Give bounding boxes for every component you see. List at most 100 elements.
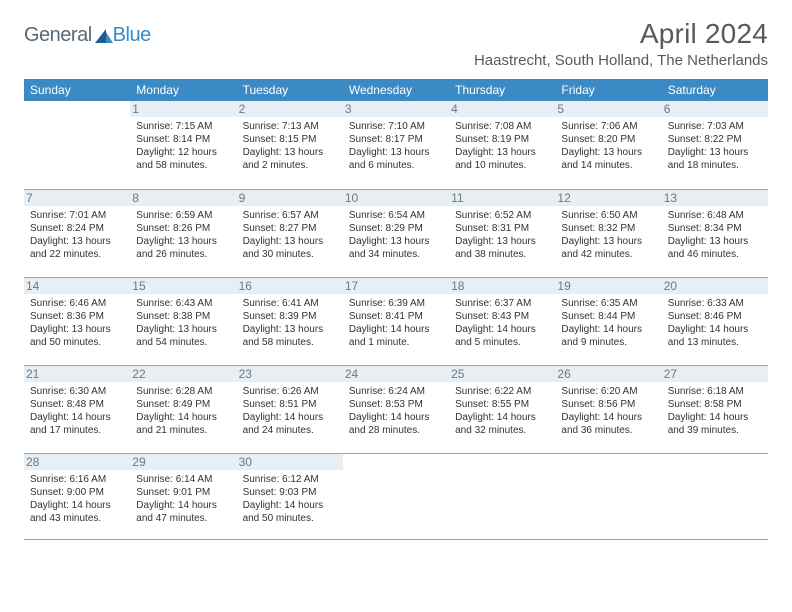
day-sunrise: Sunrise: 6:57 AM bbox=[243, 209, 337, 222]
day-number: 10 bbox=[343, 190, 449, 206]
day-sunset: Sunset: 8:48 PM bbox=[30, 398, 124, 411]
calendar-day-cell: 11 Sunrise: 6:52 AMSunset: 8:31 PMDayligh… bbox=[449, 189, 555, 277]
day-daylight: Daylight: 13 hours and 34 minutes. bbox=[349, 235, 443, 261]
day-daylight: Daylight: 13 hours and 58 minutes. bbox=[243, 323, 337, 349]
day-number: 8 bbox=[130, 190, 236, 206]
day-sunrise: Sunrise: 6:37 AM bbox=[455, 297, 549, 310]
day-sunset: Sunset: 8:46 PM bbox=[668, 310, 762, 323]
day-daylight: Daylight: 13 hours and 46 minutes. bbox=[668, 235, 762, 261]
day-daylight: Daylight: 13 hours and 2 minutes. bbox=[243, 146, 337, 172]
day-details: Sunrise: 6:12 AMSunset: 9:03 PMDaylight:… bbox=[243, 473, 337, 525]
day-sunrise: Sunrise: 6:28 AM bbox=[136, 385, 230, 398]
calendar-day-cell: 23Sunrise: 6:26 AMSunset: 8:51 PMDayligh… bbox=[237, 365, 343, 453]
day-daylight: Daylight: 13 hours and 26 minutes. bbox=[136, 235, 230, 261]
day-details: Sunrise: 6:33 AMSunset: 8:46 PMDaylight:… bbox=[668, 297, 762, 349]
day-sunset: Sunset: 8:34 PM bbox=[668, 222, 762, 235]
calendar-day-cell: 1Sunrise: 7:15 AMSunset: 8:14 PMDaylight… bbox=[130, 101, 236, 189]
day-details: Sunrise: 6:41 AMSunset: 8:39 PMDaylight:… bbox=[243, 297, 337, 349]
day-number: 7 bbox=[24, 190, 130, 206]
calendar-day-cell bbox=[24, 101, 130, 189]
weekday-header: Sunday bbox=[24, 79, 130, 101]
day-number: 19 bbox=[555, 278, 661, 294]
calendar-day-cell bbox=[662, 453, 768, 539]
day-daylight: Daylight: 14 hours and 36 minutes. bbox=[561, 411, 655, 437]
day-daylight: Daylight: 14 hours and 1 minute. bbox=[349, 323, 443, 349]
day-daylight: Daylight: 13 hours and 6 minutes. bbox=[349, 146, 443, 172]
day-sunrise: Sunrise: 7:13 AM bbox=[243, 120, 337, 133]
calendar-week-row: 7Sunrise: 7:01 AMSunset: 8:24 PMDaylight… bbox=[24, 189, 768, 277]
day-details: Sunrise: 6:35 AMSunset: 8:44 PMDaylight:… bbox=[561, 297, 655, 349]
day-sunrise: Sunrise: 6:14 AM bbox=[136, 473, 230, 486]
calendar-day-cell: 27 Sunrise: 6:18 AMSunset: 8:58 PMDayligh… bbox=[662, 365, 768, 453]
weekday-header: Friday bbox=[555, 79, 661, 101]
day-sunset: Sunset: 8:55 PM bbox=[455, 398, 549, 411]
day-number: 17 bbox=[343, 278, 449, 294]
calendar-day-cell: 24Sunrise: 6:24 AMSunset: 8:53 PMDayligh… bbox=[343, 365, 449, 453]
day-sunset: Sunset: 8:17 PM bbox=[349, 133, 443, 146]
day-number: 25 bbox=[449, 366, 555, 382]
calendar-week-row: 21Sunrise: 6:30 AMSunset: 8:48 PMDayligh… bbox=[24, 365, 768, 453]
day-details: Sunrise: 6:52 AMSunset: 8:31 PMDaylight:… bbox=[455, 209, 549, 261]
day-sunrise: Sunrise: 7:03 AM bbox=[668, 120, 762, 133]
day-sunset: Sunset: 8:53 PM bbox=[349, 398, 443, 411]
day-details: Sunrise: 6:48 AMSunset: 8:34 PMDaylight:… bbox=[668, 209, 762, 261]
calendar-day-cell: 14Sunrise: 6:46 AMSunset: 8:36 PMDayligh… bbox=[24, 277, 130, 365]
day-sunset: Sunset: 9:03 PM bbox=[243, 486, 337, 499]
weekday-header: Thursday bbox=[449, 79, 555, 101]
day-number: 27 bbox=[662, 366, 768, 382]
day-sunset: Sunset: 8:49 PM bbox=[136, 398, 230, 411]
day-details: Sunrise: 6:20 AMSunset: 8:56 PMDaylight:… bbox=[561, 385, 655, 437]
day-sunset: Sunset: 8:56 PM bbox=[561, 398, 655, 411]
day-sunrise: Sunrise: 6:54 AM bbox=[349, 209, 443, 222]
day-details: Sunrise: 6:14 AMSunset: 9:01 PMDaylight:… bbox=[136, 473, 230, 525]
day-number: 16 bbox=[237, 278, 343, 294]
day-details: Sunrise: 6:57 AMSunset: 8:27 PMDaylight:… bbox=[243, 209, 337, 261]
day-sunrise: Sunrise: 6:50 AM bbox=[561, 209, 655, 222]
day-daylight: Daylight: 13 hours and 18 minutes. bbox=[668, 146, 762, 172]
calendar-day-cell: 9 Sunrise: 6:57 AMSunset: 8:27 PMDaylight… bbox=[237, 189, 343, 277]
calendar-day-cell: 13 Sunrise: 6:48 AMSunset: 8:34 PMDayligh… bbox=[662, 189, 768, 277]
day-number: 11 bbox=[449, 190, 555, 206]
day-details: Sunrise: 6:24 AMSunset: 8:53 PMDaylight:… bbox=[349, 385, 443, 437]
day-number: 20 bbox=[662, 278, 768, 294]
day-sunset: Sunset: 8:58 PM bbox=[668, 398, 762, 411]
day-daylight: Daylight: 13 hours and 42 minutes. bbox=[561, 235, 655, 261]
day-details: Sunrise: 7:03 AMSunset: 8:22 PMDaylight:… bbox=[668, 120, 762, 172]
day-details: Sunrise: 6:43 AMSunset: 8:38 PMDaylight:… bbox=[136, 297, 230, 349]
weekday-header: Saturday bbox=[662, 79, 768, 101]
location-text: Haastrecht, South Holland, The Netherlan… bbox=[474, 52, 768, 69]
calendar-day-cell: 19 Sunrise: 6:35 AMSunset: 8:44 PMDayligh… bbox=[555, 277, 661, 365]
day-sunset: Sunset: 8:41 PM bbox=[349, 310, 443, 323]
day-daylight: Daylight: 14 hours and 32 minutes. bbox=[455, 411, 549, 437]
day-daylight: Daylight: 12 hours and 58 minutes. bbox=[136, 146, 230, 172]
calendar-day-cell: 2 Sunrise: 7:13 AMSunset: 8:15 PMDaylight… bbox=[237, 101, 343, 189]
day-details: Sunrise: 7:08 AMSunset: 8:19 PMDaylight:… bbox=[455, 120, 549, 172]
day-sunrise: Sunrise: 6:24 AM bbox=[349, 385, 443, 398]
day-sunset: Sunset: 8:32 PM bbox=[561, 222, 655, 235]
calendar-week-row: 28Sunrise: 6:16 AMSunset: 9:00 PMDayligh… bbox=[24, 453, 768, 539]
day-sunrise: Sunrise: 7:15 AM bbox=[136, 120, 230, 133]
day-sunset: Sunset: 8:20 PM bbox=[561, 133, 655, 146]
calendar-table: Sunday Monday Tuesday Wednesday Thursday… bbox=[24, 79, 768, 540]
day-number: 9 bbox=[237, 190, 343, 206]
calendar-day-cell: 4Sunrise: 7:08 AMSunset: 8:19 PMDaylight… bbox=[449, 101, 555, 189]
day-details: Sunrise: 6:18 AMSunset: 8:58 PMDaylight:… bbox=[668, 385, 762, 437]
day-sunset: Sunset: 8:19 PM bbox=[455, 133, 549, 146]
day-details: Sunrise: 6:37 AMSunset: 8:43 PMDaylight:… bbox=[455, 297, 549, 349]
day-sunset: Sunset: 8:43 PM bbox=[455, 310, 549, 323]
day-number: 2 bbox=[237, 101, 343, 117]
day-details: Sunrise: 6:30 AMSunset: 8:48 PMDaylight:… bbox=[30, 385, 124, 437]
day-sunset: Sunset: 8:14 PM bbox=[136, 133, 230, 146]
weekday-header: Monday bbox=[130, 79, 236, 101]
logo-sail-icon bbox=[95, 29, 113, 43]
day-sunset: Sunset: 8:15 PM bbox=[243, 133, 337, 146]
day-daylight: Daylight: 14 hours and 47 minutes. bbox=[136, 499, 230, 525]
day-sunrise: Sunrise: 6:33 AM bbox=[668, 297, 762, 310]
calendar-week-row: 1Sunrise: 7:15 AMSunset: 8:14 PMDaylight… bbox=[24, 101, 768, 189]
day-sunrise: Sunrise: 7:01 AM bbox=[30, 209, 124, 222]
day-number: 13 bbox=[662, 190, 768, 206]
day-sunrise: Sunrise: 6:35 AM bbox=[561, 297, 655, 310]
weekday-header: Tuesday bbox=[237, 79, 343, 101]
day-details: Sunrise: 7:06 AMSunset: 8:20 PMDaylight:… bbox=[561, 120, 655, 172]
day-daylight: Daylight: 13 hours and 38 minutes. bbox=[455, 235, 549, 261]
